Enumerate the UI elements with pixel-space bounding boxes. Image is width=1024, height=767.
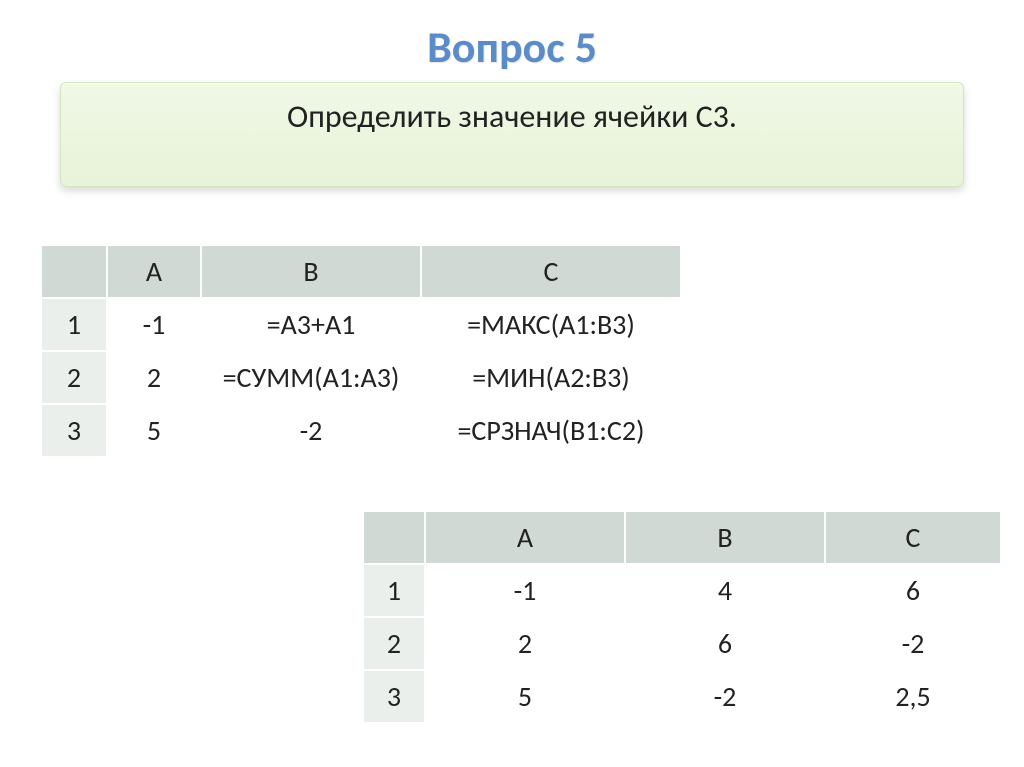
col-header: B bbox=[625, 511, 825, 564]
table-corner bbox=[363, 511, 425, 564]
cell: -2 bbox=[625, 670, 825, 723]
cell: =СРЗНАЧ(B1:C2) bbox=[421, 404, 681, 457]
table-row: 2 2 6 -2 bbox=[363, 617, 1001, 670]
slide: Вопрос 5 Определить значение ячейки С3. … bbox=[0, 20, 1024, 767]
table-row: 3 5 -2 2,5 bbox=[363, 670, 1001, 723]
cell: 5 bbox=[425, 670, 625, 723]
cell: -1 bbox=[425, 564, 625, 617]
row-label: 2 bbox=[363, 617, 425, 670]
formulas-table: A B C 1 -1 =A3+A1 =МАКС(A1:B3) 2 2 =СУММ… bbox=[40, 244, 682, 458]
row-label: 1 bbox=[41, 298, 107, 351]
cell: 2,5 bbox=[825, 670, 1001, 723]
cell: =A3+A1 bbox=[201, 298, 421, 351]
question-box: Определить значение ячейки С3. bbox=[60, 82, 964, 187]
cell: 2 bbox=[107, 351, 201, 404]
values-table: A B C 1 -1 4 6 2 2 6 -2 3 5 -2 2,5 bbox=[362, 510, 1002, 724]
cell: -2 bbox=[825, 617, 1001, 670]
cell: 4 bbox=[625, 564, 825, 617]
cell: 5 bbox=[107, 404, 201, 457]
question-text: Определить значение ячейки С3. bbox=[287, 97, 737, 136]
table-corner bbox=[41, 245, 107, 298]
cell: =МАКС(A1:B3) bbox=[421, 298, 681, 351]
row-label: 3 bbox=[41, 404, 107, 457]
cell: =СУММ(A1:A3) bbox=[201, 351, 421, 404]
table-header-row: A B C bbox=[363, 511, 1001, 564]
cell: =МИН(A2:B3) bbox=[421, 351, 681, 404]
table-row: 1 -1 4 6 bbox=[363, 564, 1001, 617]
cell: 2 bbox=[425, 617, 625, 670]
row-label: 1 bbox=[363, 564, 425, 617]
col-header: A bbox=[107, 245, 201, 298]
col-header: C bbox=[825, 511, 1001, 564]
cell: 6 bbox=[825, 564, 1001, 617]
table-row: 2 2 =СУММ(A1:A3) =МИН(A2:B3) bbox=[41, 351, 681, 404]
table-header-row: A B C bbox=[41, 245, 681, 298]
col-header: B bbox=[201, 245, 421, 298]
row-label: 2 bbox=[41, 351, 107, 404]
table-row: 1 -1 =A3+A1 =МАКС(A1:B3) bbox=[41, 298, 681, 351]
col-header: A bbox=[425, 511, 625, 564]
cell: -1 bbox=[107, 298, 201, 351]
row-label: 3 bbox=[363, 670, 425, 723]
cell: -2 bbox=[201, 404, 421, 457]
cell: 6 bbox=[625, 617, 825, 670]
table-row: 3 5 -2 =СРЗНАЧ(B1:C2) bbox=[41, 404, 681, 457]
slide-title: Вопрос 5 bbox=[0, 20, 1024, 74]
col-header: C bbox=[421, 245, 681, 298]
